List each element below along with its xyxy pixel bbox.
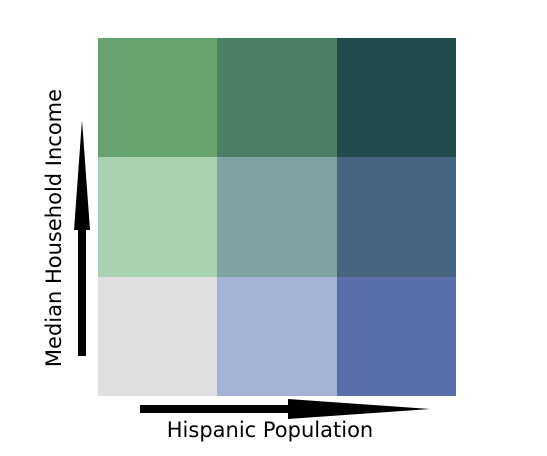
legend-cell-r1-c1 [98,38,218,158]
legend-cell-r3-c1 [98,276,218,396]
bivariate-legend-grid [98,38,456,396]
legend-cell-r2-c3 [336,157,456,277]
legend-cell-r2-c1 [98,157,218,277]
x-axis-arrow [140,399,430,419]
legend-cell-r3-c3 [336,276,456,396]
legend-cell-r1-c3 [336,38,456,158]
legend-cell-r2-c2 [217,157,337,277]
x-axis-label: Hispanic Population [166,418,374,442]
y-axis-arrow [74,120,90,356]
legend-cell-r1-c2 [217,38,337,158]
y-axis-label: Median Household Income [42,88,66,368]
legend-cell-r3-c2 [217,276,337,396]
